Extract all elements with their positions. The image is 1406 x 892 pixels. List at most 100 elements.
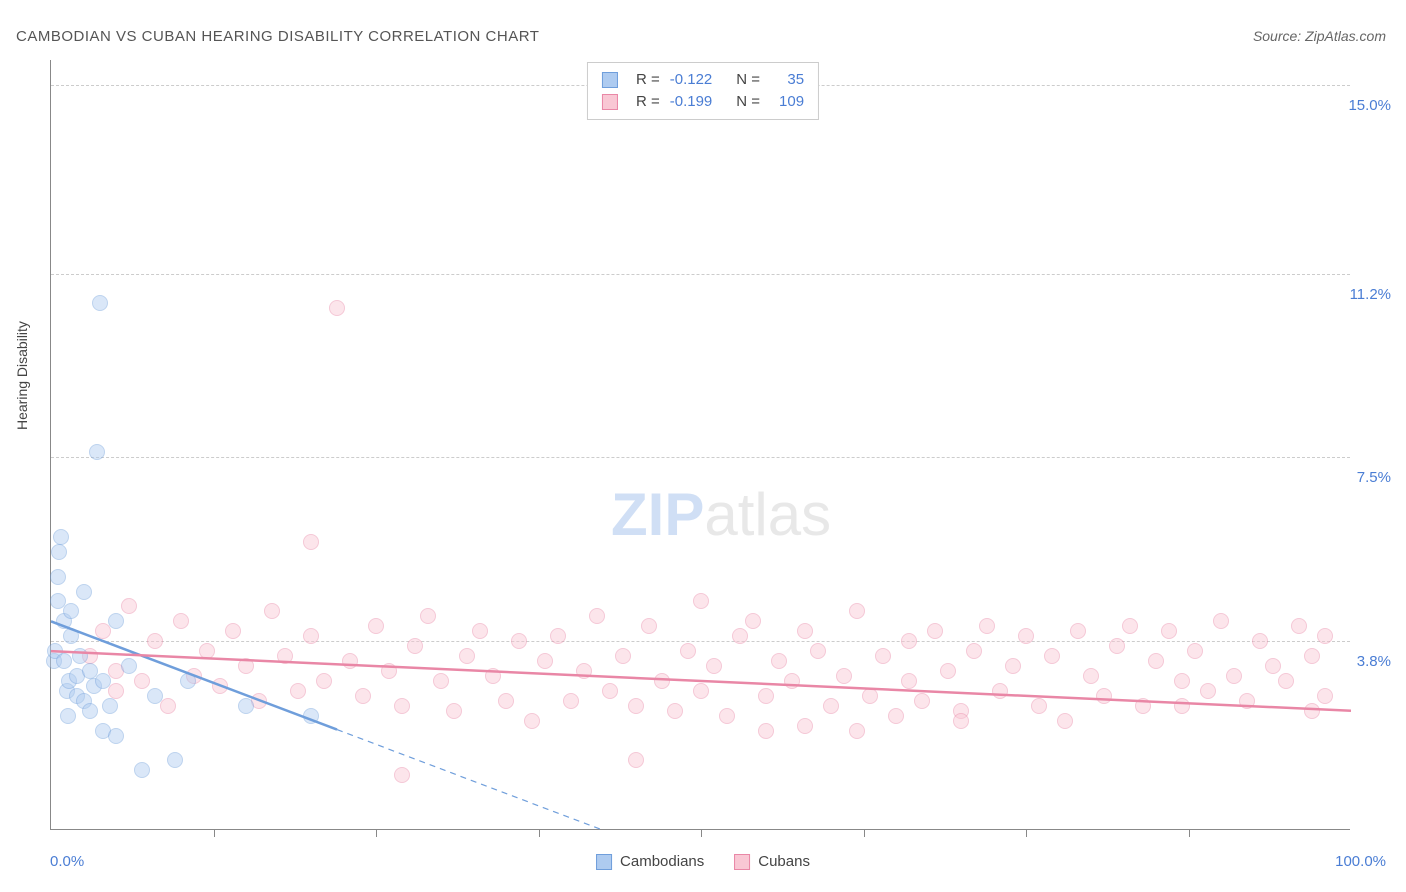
data-point-cambodians bbox=[95, 673, 111, 689]
data-point-cambodians bbox=[167, 752, 183, 768]
data-point-cambodians bbox=[63, 603, 79, 619]
data-point-cubans bbox=[134, 673, 150, 689]
y-tick-label: 15.0% bbox=[1348, 97, 1391, 114]
data-point-cubans bbox=[433, 673, 449, 689]
data-point-cambodians bbox=[92, 295, 108, 311]
data-point-cubans bbox=[784, 673, 800, 689]
data-point-cubans bbox=[1005, 658, 1021, 674]
data-point-cubans bbox=[719, 708, 735, 724]
data-point-cubans bbox=[394, 767, 410, 783]
data-point-cubans bbox=[147, 633, 163, 649]
data-point-cubans bbox=[1070, 623, 1086, 639]
data-point-cubans bbox=[849, 603, 865, 619]
data-point-cubans bbox=[394, 698, 410, 714]
data-point-cubans bbox=[1083, 668, 1099, 684]
legend-swatch-cubans bbox=[734, 854, 750, 870]
grid-line bbox=[51, 457, 1350, 458]
r-value-cubans: -0.199 bbox=[670, 91, 713, 113]
data-point-cubans bbox=[1226, 668, 1242, 684]
data-point-cubans bbox=[992, 683, 1008, 699]
top-legend-row-cubans: R = -0.199N = 109 bbox=[602, 91, 804, 113]
data-point-cubans bbox=[862, 688, 878, 704]
data-point-cubans bbox=[407, 638, 423, 654]
legend-item-cambodians: Cambodians bbox=[596, 853, 704, 870]
data-point-cubans bbox=[1174, 673, 1190, 689]
data-point-cubans bbox=[810, 643, 826, 659]
data-point-cambodians bbox=[56, 653, 72, 669]
n-value-cubans: 109 bbox=[770, 91, 804, 113]
x-tick bbox=[214, 829, 215, 837]
data-point-cubans bbox=[602, 683, 618, 699]
x-axis-end-label: 100.0% bbox=[1335, 853, 1386, 870]
data-point-cambodians bbox=[134, 762, 150, 778]
data-point-cubans bbox=[914, 693, 930, 709]
bottom-legend: Cambodians Cubans bbox=[596, 853, 810, 870]
r-label: R = bbox=[636, 91, 660, 113]
data-point-cubans bbox=[316, 673, 332, 689]
data-point-cambodians bbox=[51, 544, 67, 560]
grid-line bbox=[51, 641, 1350, 642]
top-legend: R = -0.122N = 35R = -0.199N = 109 bbox=[587, 62, 819, 120]
data-point-cambodians bbox=[76, 584, 92, 600]
data-point-cubans bbox=[537, 653, 553, 669]
data-point-cubans bbox=[1291, 618, 1307, 634]
data-point-cubans bbox=[225, 623, 241, 639]
top-legend-row-cambodians: R = -0.122N = 35 bbox=[602, 69, 804, 91]
data-point-cubans bbox=[511, 633, 527, 649]
legend-label-cubans: Cubans bbox=[758, 853, 810, 870]
grid-line bbox=[51, 274, 1350, 275]
r-value-cambodians: -0.122 bbox=[670, 69, 713, 91]
data-point-cubans bbox=[979, 618, 995, 634]
data-point-cubans bbox=[693, 593, 709, 609]
data-point-cubans bbox=[1135, 698, 1151, 714]
data-point-cubans bbox=[173, 613, 189, 629]
data-point-cubans bbox=[160, 698, 176, 714]
data-point-cubans bbox=[953, 713, 969, 729]
data-point-cubans bbox=[459, 648, 475, 664]
plot-area: ZIPatlas bbox=[50, 60, 1350, 830]
data-point-cubans bbox=[823, 698, 839, 714]
data-point-cubans bbox=[628, 752, 644, 768]
data-point-cambodians bbox=[89, 444, 105, 460]
trend-dashed-cambodians bbox=[337, 730, 1351, 830]
data-point-cubans bbox=[1239, 693, 1255, 709]
x-tick bbox=[1026, 829, 1027, 837]
data-point-cubans bbox=[589, 608, 605, 624]
data-point-cubans bbox=[1304, 703, 1320, 719]
data-point-cubans bbox=[1109, 638, 1125, 654]
data-point-cambodians bbox=[238, 698, 254, 714]
data-point-cubans bbox=[797, 718, 813, 734]
watermark-rest: atlas bbox=[704, 481, 831, 548]
data-point-cubans bbox=[927, 623, 943, 639]
top-legend-swatch-cambodians bbox=[602, 72, 618, 88]
data-point-cubans bbox=[264, 603, 280, 619]
data-point-cubans bbox=[654, 673, 670, 689]
data-point-cubans bbox=[446, 703, 462, 719]
data-point-cubans bbox=[771, 653, 787, 669]
data-point-cubans bbox=[368, 618, 384, 634]
data-point-cubans bbox=[342, 653, 358, 669]
data-point-cubans bbox=[472, 623, 488, 639]
legend-label-cambodians: Cambodians bbox=[620, 853, 704, 870]
data-point-cubans bbox=[563, 693, 579, 709]
data-point-cubans bbox=[485, 668, 501, 684]
data-point-cubans bbox=[901, 673, 917, 689]
data-point-cubans bbox=[745, 613, 761, 629]
source-attribution: Source: ZipAtlas.com bbox=[1253, 28, 1386, 44]
data-point-cubans bbox=[420, 608, 436, 624]
data-point-cambodians bbox=[180, 673, 196, 689]
n-label: N = bbox=[736, 69, 760, 91]
data-point-cubans bbox=[628, 698, 644, 714]
data-point-cambodians bbox=[72, 648, 88, 664]
data-point-cubans bbox=[641, 618, 657, 634]
x-tick bbox=[701, 829, 702, 837]
data-point-cubans bbox=[966, 643, 982, 659]
data-point-cubans bbox=[381, 663, 397, 679]
data-point-cubans bbox=[758, 723, 774, 739]
data-point-cubans bbox=[901, 633, 917, 649]
data-point-cubans bbox=[1122, 618, 1138, 634]
data-point-cubans bbox=[836, 668, 852, 684]
data-point-cubans bbox=[758, 688, 774, 704]
data-point-cubans bbox=[888, 708, 904, 724]
data-point-cubans bbox=[1044, 648, 1060, 664]
